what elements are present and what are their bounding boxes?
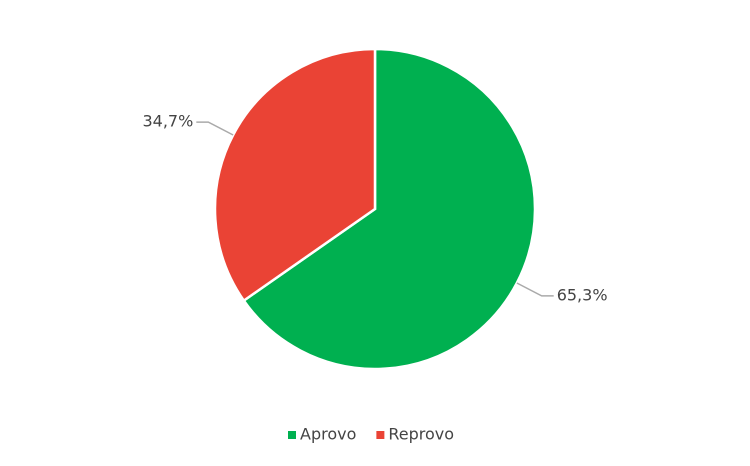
leader-line <box>516 282 554 297</box>
legend-label: Aprovo <box>300 425 356 444</box>
leader-line <box>196 121 234 136</box>
legend-marker <box>288 431 296 439</box>
pie-slice <box>242 47 537 371</box>
pie-slice <box>213 47 377 303</box>
data-label: 34,7% <box>142 112 193 131</box>
data-label: 65,3% <box>557 285 608 304</box>
legend-label: Reprovo <box>388 425 454 444</box>
legend-marker <box>376 431 385 439</box>
